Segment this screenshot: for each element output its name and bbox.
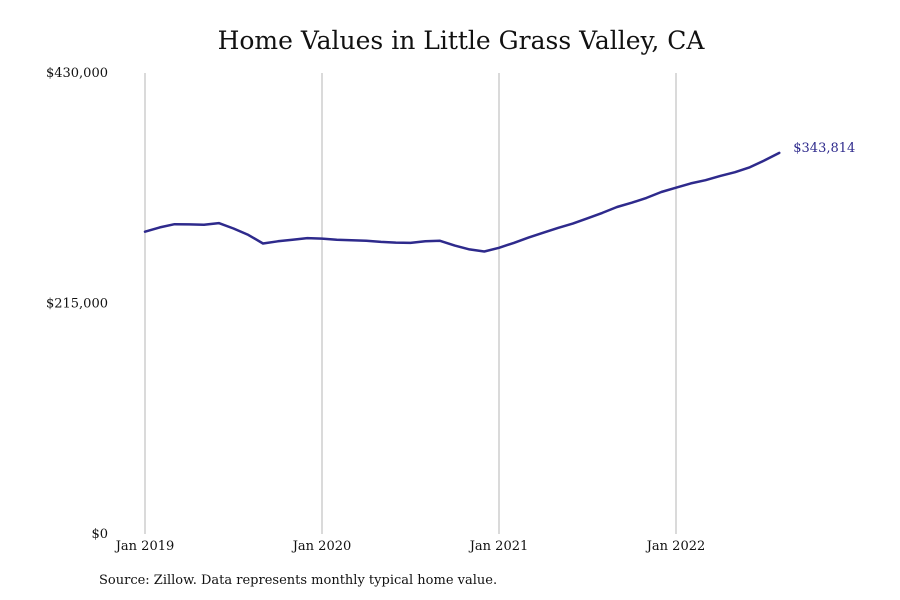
last-value-label: $343,814 <box>793 141 855 156</box>
y-tick-label: $0 <box>91 527 108 542</box>
chart-title: Home Values in Little Grass Valley, CA <box>217 26 705 55</box>
x-tick-label: Jan 2021 <box>468 539 529 554</box>
y-tick-label: $215,000 <box>46 297 108 312</box>
y-tick-label: $430,000 <box>46 66 108 81</box>
x-axis-ticks: Jan 2019 Jan 2020 Jan 2021 Jan 2022 <box>114 539 706 554</box>
x-tick-label: Jan 2022 <box>645 539 706 554</box>
gridlines <box>144 73 677 534</box>
x-tick-label: Jan 2020 <box>291 539 352 554</box>
x-tick-label: Jan 2019 <box>114 539 175 554</box>
source-note: Source: Zillow. Data represents monthly … <box>99 573 498 588</box>
y-axis-ticks: $0 $215,000 $430,000 <box>46 66 108 542</box>
series-line <box>143 151 781 253</box>
